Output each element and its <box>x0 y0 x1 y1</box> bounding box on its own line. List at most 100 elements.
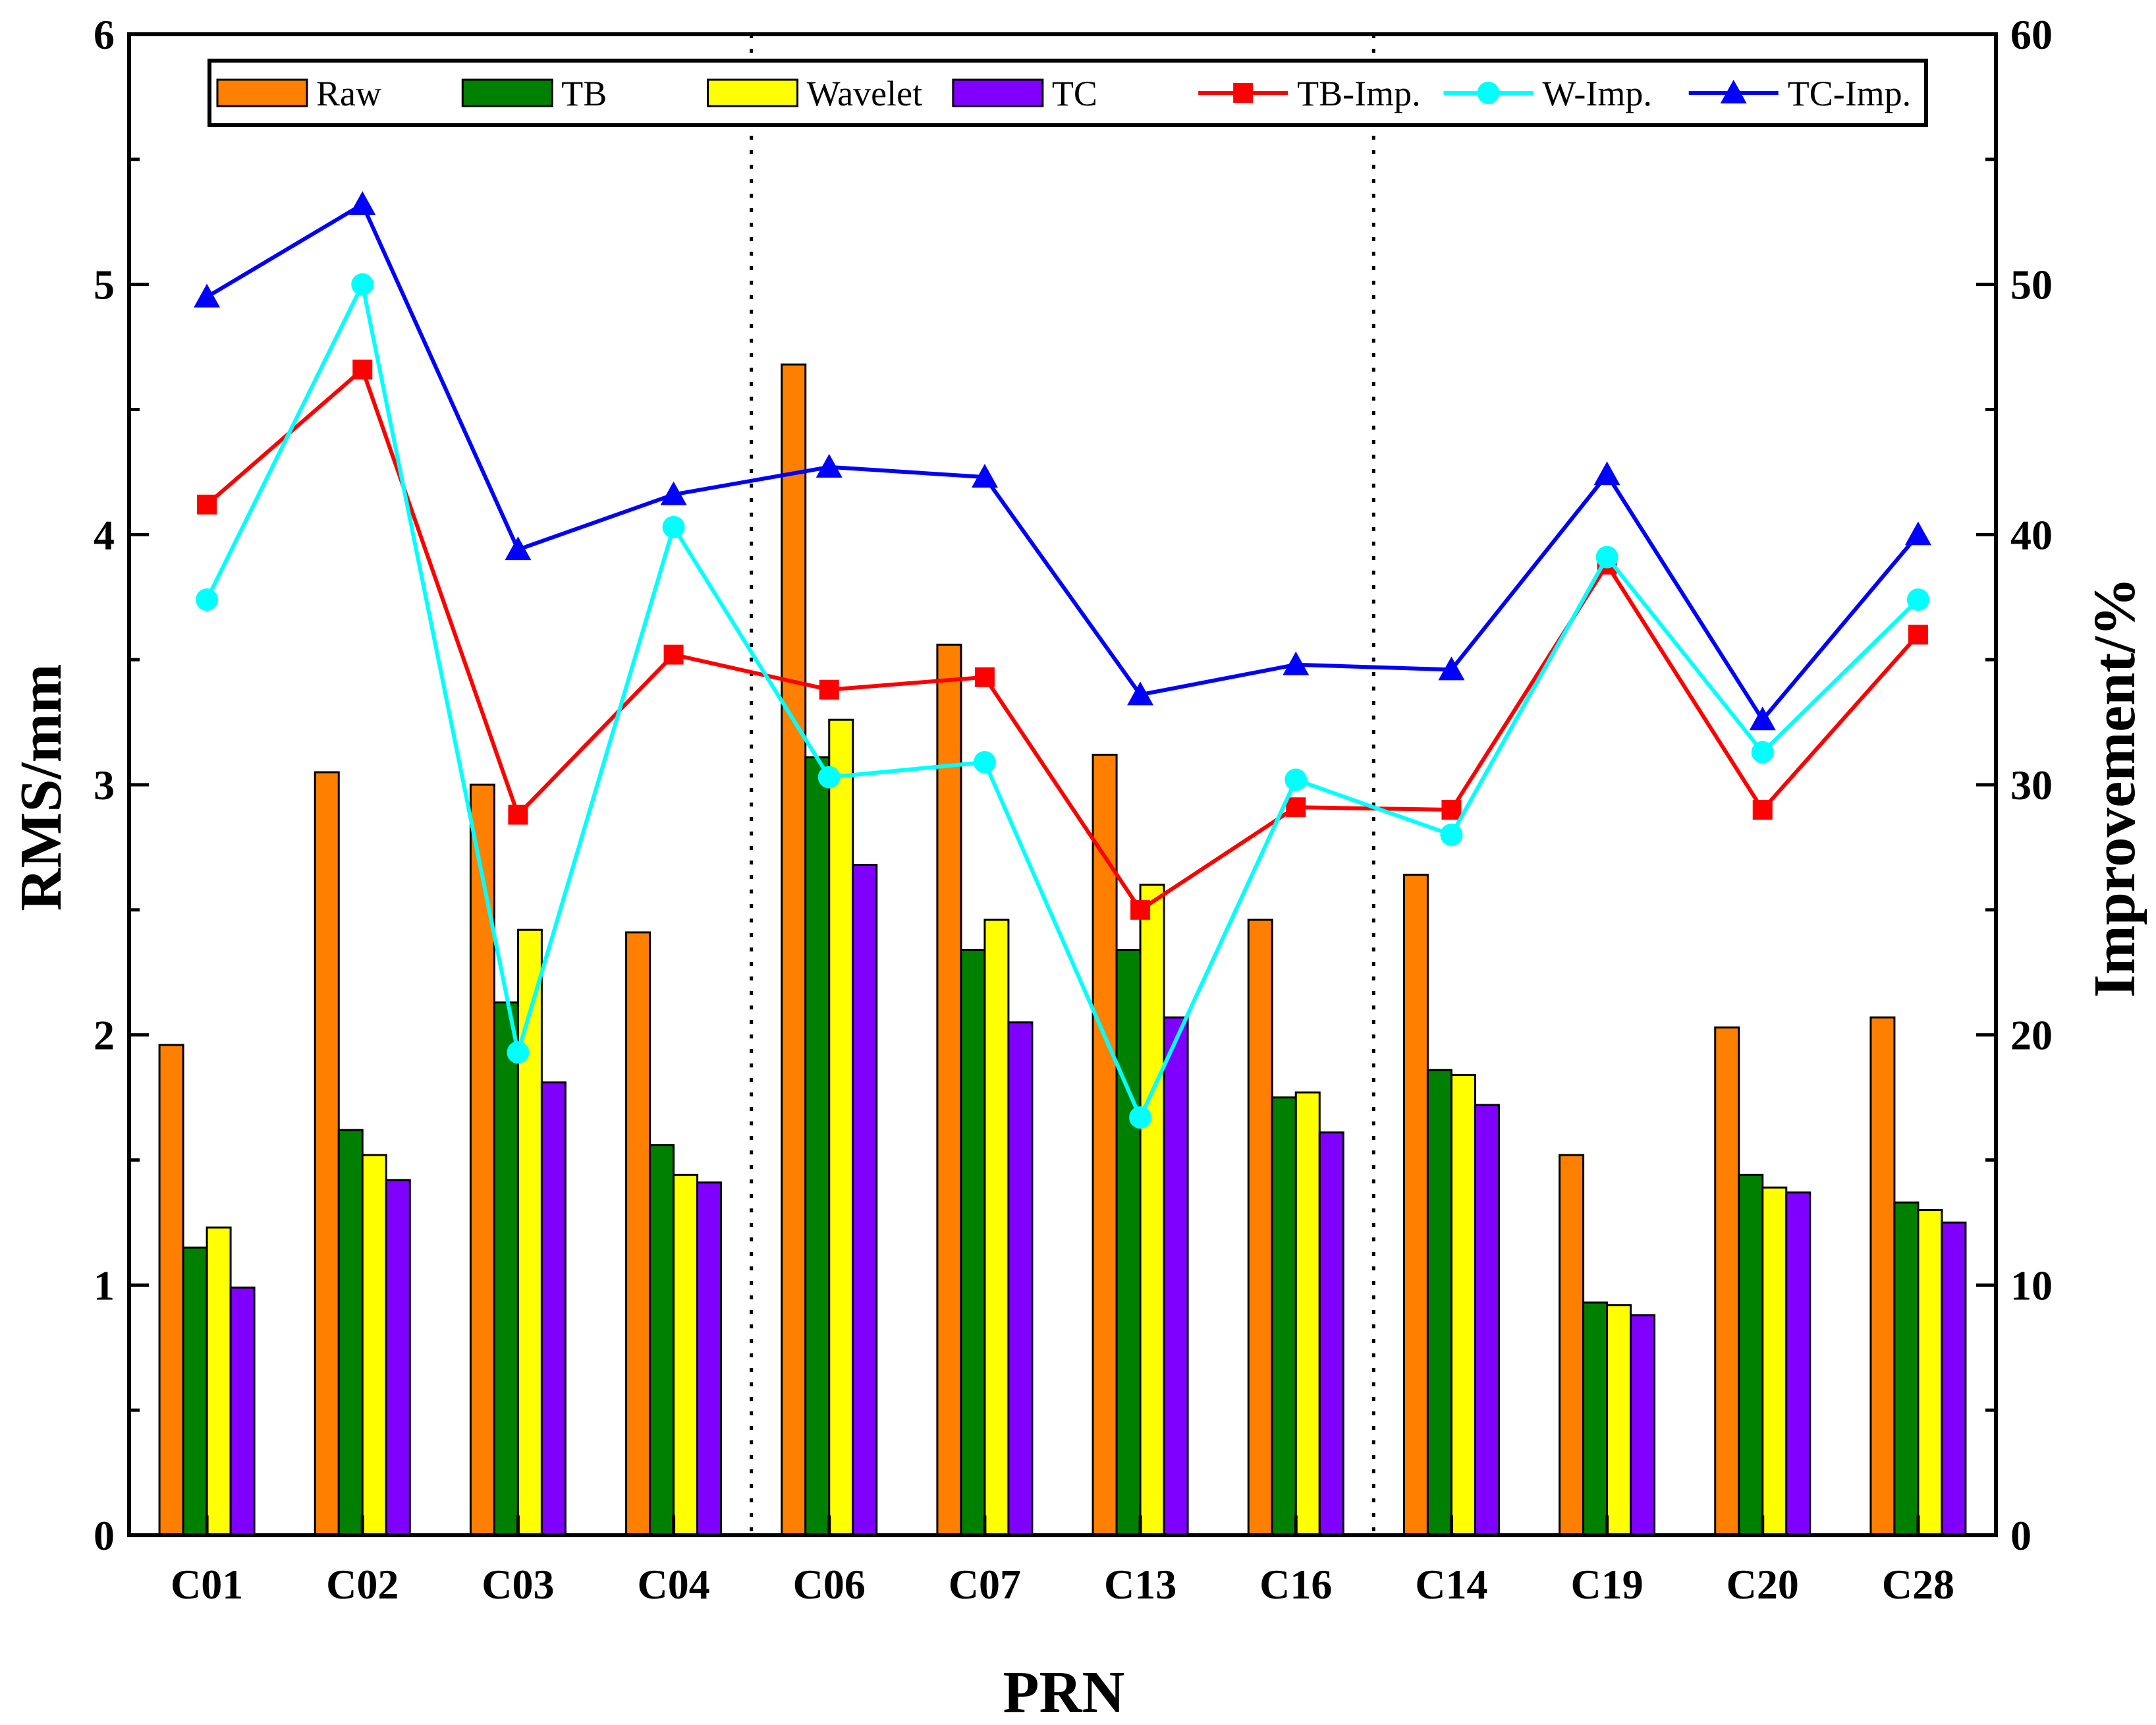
bars-layer <box>158 363 1967 1537</box>
line-w-imp <box>205 278 1920 1123</box>
point-tb-imp-c28 <box>1908 625 1928 645</box>
bar-tc-c19 <box>1630 1314 1656 1537</box>
bar-wavelet-c14 <box>1450 1073 1476 1537</box>
bar-raw-c02 <box>314 771 340 1537</box>
bar-tc-c07 <box>1007 1021 1034 1537</box>
bar-wavelet-c19 <box>1606 1304 1632 1537</box>
line-tb-imp <box>206 366 1920 913</box>
y2-tick-label: 40 <box>2010 511 2053 558</box>
point-tb-imp-c13 <box>1130 899 1151 920</box>
lines-layer <box>194 191 1931 1129</box>
bar-wavelet-c04 <box>673 1174 699 1537</box>
bar-raw-c04 <box>625 931 651 1537</box>
point-tc-imp-c28 <box>1904 521 1931 546</box>
bar-tc-c16 <box>1318 1131 1344 1537</box>
legend-label-tc-imp: TC-Imp. <box>1788 74 1911 113</box>
point-tc-imp-c03 <box>505 536 532 561</box>
y-tick-label: 1 <box>94 1262 115 1309</box>
x-tick-label-c04: C04 <box>637 1561 709 1608</box>
bar-tc-c06 <box>852 863 878 1537</box>
bar-wavelet-c07 <box>983 919 1010 1537</box>
x-tick-label-c14: C14 <box>1415 1561 1487 1608</box>
bar-tc-c02 <box>385 1179 411 1537</box>
legend: Raw TB Wavelet TC TB-Imp. W-Imp. TC-Imp. <box>207 59 1928 127</box>
legend-label-tb: TB <box>561 74 607 113</box>
y2-tick-label: 0 <box>2010 1512 2032 1559</box>
point-tc-imp-c07 <box>971 464 998 488</box>
bar-tb-c07 <box>960 949 986 1537</box>
bar-wavelet-c03 <box>516 928 543 1537</box>
y2-tick-label: 30 <box>2010 762 2053 808</box>
y-tick-label: 3 <box>94 762 115 808</box>
point-w-imp-c04 <box>662 515 685 538</box>
x-tick-label-c02: C02 <box>326 1561 399 1608</box>
point-tb-imp-c02 <box>352 359 373 380</box>
bar-tb-c13 <box>1115 949 1142 1537</box>
bar-wavelet-c20 <box>1761 1186 1788 1537</box>
bar-raw-c16 <box>1247 919 1273 1537</box>
separators-layer <box>750 34 1375 1535</box>
bar-raw-c14 <box>1402 874 1429 1537</box>
point-tb-imp-c03 <box>508 805 528 825</box>
bar-wavelet-c01 <box>206 1226 232 1537</box>
y2-axis-title: Improvement/% <box>2082 577 2147 998</box>
bar-tb-c04 <box>649 1144 675 1537</box>
bar-tc-c13 <box>1163 1016 1189 1537</box>
point-tc-imp-c04 <box>660 481 687 505</box>
point-w-imp-c14 <box>1440 823 1463 846</box>
point-tb-imp-c06 <box>819 679 839 700</box>
point-w-imp-c19 <box>1595 546 1618 569</box>
x-tick-label-c28: C28 <box>1882 1561 1954 1608</box>
bar-tb-c02 <box>337 1129 364 1537</box>
point-tc-imp-c02 <box>349 191 376 215</box>
bar-raw-c28 <box>1869 1016 1896 1537</box>
bar-tc-c04 <box>696 1181 723 1537</box>
point-tb-imp-c04 <box>663 644 684 665</box>
bar-tb-c19 <box>1582 1301 1609 1537</box>
legend-label-raw: Raw <box>316 74 381 113</box>
bar-tc-c03 <box>540 1081 567 1537</box>
point-tb-imp-c01 <box>197 494 217 515</box>
bar-raw-c20 <box>1714 1026 1740 1537</box>
legend-swatch-raw <box>216 78 308 107</box>
bar-tc-c01 <box>229 1286 256 1537</box>
bar-tc-c20 <box>1785 1191 1811 1537</box>
x-tick-label-c06: C06 <box>793 1561 866 1608</box>
legend-label-tc: TC <box>1052 74 1097 113</box>
bar-tc-c28 <box>1941 1221 1967 1537</box>
x-axis-title: PRN <box>1003 1660 1125 1725</box>
bar-raw-c01 <box>158 1044 184 1537</box>
point-tc-imp-c13 <box>1127 681 1154 706</box>
legend-label-w-imp: W-Imp. <box>1542 74 1651 113</box>
point-tb-imp-c20 <box>1752 799 1773 820</box>
y2-tick-label: 20 <box>2010 1012 2053 1059</box>
x-tick-label-c20: C20 <box>1727 1561 1799 1608</box>
y-axis-title: RMS/mm <box>9 664 74 911</box>
bar-tb-c01 <box>182 1246 208 1537</box>
x-tick-label-c16: C16 <box>1259 1561 1332 1608</box>
point-tc-imp-c06 <box>815 453 843 478</box>
y2-tick-label: 60 <box>2010 11 2053 58</box>
y-tick-label: 4 <box>94 511 115 558</box>
point-tc-imp-c16 <box>1283 651 1310 675</box>
bar-tb-c14 <box>1426 1069 1452 1537</box>
legend-label-tb-imp: TB-Imp. <box>1297 74 1420 113</box>
legend-marker-w-imp <box>1477 82 1500 104</box>
legend-marker-tb-imp <box>1233 83 1254 103</box>
x-tick-label-c01: C01 <box>171 1561 243 1608</box>
x-tick-label-c19: C19 <box>1570 1561 1643 1608</box>
bar-tb-c16 <box>1271 1096 1297 1537</box>
point-tc-imp-c01 <box>194 283 221 308</box>
y-tick-label: 0 <box>94 1512 115 1559</box>
bar-tb-c03 <box>493 1001 519 1537</box>
point-w-imp-c03 <box>507 1041 530 1064</box>
point-w-imp-c13 <box>1129 1106 1152 1129</box>
legend-swatch-tc <box>952 78 1044 107</box>
y-tick-label: 5 <box>94 262 115 308</box>
bar-tb-c20 <box>1738 1174 1764 1537</box>
point-tc-imp-c20 <box>1749 706 1776 731</box>
bar-tb-c28 <box>1893 1201 1920 1537</box>
legend-label-wavelet: Wavelet <box>807 74 923 113</box>
bar-raw-c07 <box>936 643 962 1537</box>
